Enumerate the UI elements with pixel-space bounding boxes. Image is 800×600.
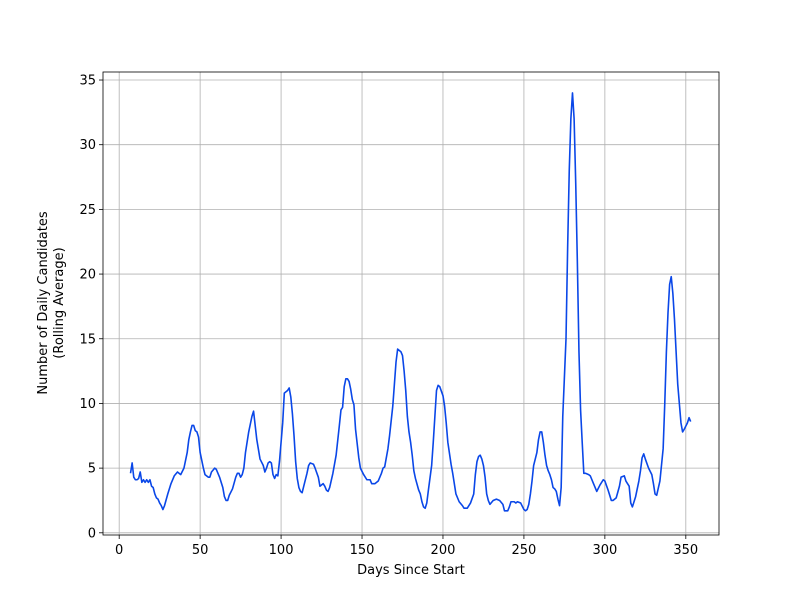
- x-tick-label: 200: [431, 543, 456, 558]
- x-tick-label: 0: [115, 543, 123, 558]
- y-tick-label: 10: [79, 397, 96, 412]
- y-tick-label: 25: [79, 203, 96, 218]
- x-tick-label: 100: [269, 543, 294, 558]
- x-tick-label: 300: [592, 543, 617, 558]
- x-tick-label: 150: [350, 543, 375, 558]
- x-tick-label: 250: [512, 543, 537, 558]
- y-axis-label: Number of Daily Candidates: [36, 211, 51, 395]
- y-tick-label: 30: [79, 138, 96, 153]
- y-tick-label: 5: [88, 462, 96, 477]
- y-tick-label: 0: [88, 526, 96, 541]
- y-tick-label: 20: [79, 268, 96, 283]
- y-axis-label: (Rolling Average): [52, 247, 67, 358]
- y-tick-label: 35: [79, 74, 96, 89]
- y-tick-label: 15: [79, 332, 96, 347]
- data-line: [129, 92, 692, 512]
- plot-frame: [102, 71, 720, 536]
- x-tick-label: 350: [673, 543, 698, 558]
- x-tick-label: 50: [192, 543, 209, 558]
- x-axis-label: Days Since Start: [357, 563, 465, 578]
